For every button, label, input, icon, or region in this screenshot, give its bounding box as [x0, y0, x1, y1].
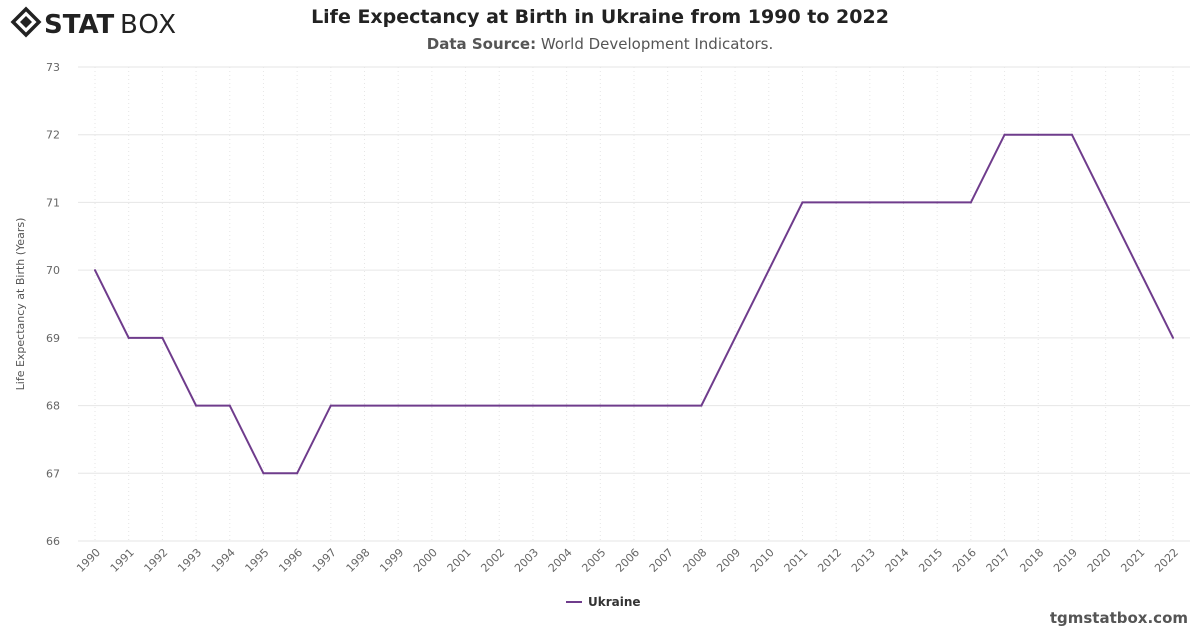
- x-tick-label: 2000: [411, 546, 440, 575]
- x-tick-label: 2019: [1051, 546, 1080, 575]
- y-tick-label: 69: [46, 332, 60, 345]
- svg-text:BOX: BOX: [120, 10, 176, 38]
- statbox-logo: STAT BOX: [10, 6, 176, 38]
- x-tick-label: 1996: [276, 546, 305, 575]
- x-tick-label: 2010: [748, 546, 777, 575]
- data-point: [1104, 201, 1107, 204]
- x-tick-label: 2013: [849, 546, 878, 575]
- chart-title: Life Expectancy at Birth in Ukraine from…: [311, 6, 889, 28]
- x-tick-label: 2015: [916, 546, 945, 575]
- data-point: [868, 201, 871, 204]
- x-tick-label: 1999: [377, 546, 406, 575]
- x-tick-label: 1997: [310, 546, 339, 575]
- data-point: [969, 201, 972, 204]
- data-point: [767, 269, 770, 272]
- svg-text:STAT: STAT: [44, 10, 115, 38]
- subtitle-value: World Development Indicators.: [540, 35, 774, 53]
- y-axis-label: Life Expectancy at Birth (Years): [14, 218, 27, 391]
- x-tick-label: 2018: [1017, 546, 1046, 575]
- data-point: [565, 404, 568, 407]
- x-tick-label: 2007: [647, 546, 676, 575]
- x-tick-label: 1998: [344, 546, 373, 575]
- x-tick-label: 2005: [579, 546, 608, 575]
- x-tick-label: 2016: [950, 546, 979, 575]
- x-tick-label: 2006: [613, 546, 642, 575]
- x-tick-label: 1992: [142, 546, 171, 575]
- chart-subtitle: Data Source: World Development Indicator…: [0, 35, 1200, 53]
- x-tick-label: 2011: [782, 546, 811, 575]
- x-tick-label: 2008: [681, 546, 710, 575]
- data-point: [1003, 133, 1006, 136]
- x-tick-label: 1990: [74, 546, 103, 575]
- data-point: [228, 404, 231, 407]
- x-tick-label: 1995: [243, 546, 272, 575]
- x-tick-label: 2004: [546, 546, 575, 575]
- y-tick-label: 72: [46, 129, 60, 142]
- x-tick-label: 1993: [175, 546, 204, 575]
- x-tick-label: 2009: [714, 546, 743, 575]
- data-point: [633, 404, 635, 407]
- x-tick-label: 2020: [1085, 546, 1114, 575]
- x-tick-label: 2022: [1152, 546, 1181, 575]
- data-point: [262, 472, 265, 475]
- data-point: [599, 404, 602, 407]
- data-point: [700, 404, 703, 407]
- data-point: [734, 336, 737, 339]
- y-tick-label: 71: [46, 196, 60, 209]
- x-tick-label: 2002: [478, 546, 507, 575]
- data-point: [329, 404, 332, 407]
- data-point: [1138, 269, 1141, 272]
- data-point: [902, 201, 905, 204]
- y-tick-label: 67: [46, 467, 60, 480]
- subtitle-label: Data Source:: [426, 35, 537, 53]
- data-point: [1037, 133, 1040, 136]
- x-tick-label: 2021: [1118, 546, 1147, 575]
- x-tick-label: 2001: [445, 546, 474, 575]
- x-tick-label: 2017: [984, 546, 1013, 575]
- data-point: [161, 336, 164, 339]
- data-point: [835, 201, 838, 204]
- x-tick-label: 2003: [512, 546, 541, 575]
- data-point: [127, 336, 130, 339]
- data-point: [195, 404, 198, 407]
- legend-swatch: [566, 601, 582, 603]
- x-tick-label: 1991: [108, 546, 137, 575]
- y-tick-label: 73: [46, 61, 60, 74]
- y-tick-label: 68: [46, 400, 60, 413]
- data-point: [531, 404, 534, 407]
- data-point: [397, 404, 400, 407]
- data-point: [430, 404, 433, 407]
- legend-item-ukraine[interactable]: Ukraine: [566, 595, 641, 609]
- data-point: [801, 201, 804, 204]
- data-point: [498, 404, 501, 407]
- data-point: [936, 201, 939, 204]
- x-tick-label: 2012: [815, 546, 844, 575]
- data-point: [296, 472, 299, 475]
- data-point: [666, 404, 669, 407]
- x-tick-label: 2014: [883, 546, 912, 575]
- data-point: [1172, 336, 1174, 339]
- data-point: [363, 404, 366, 407]
- x-tick-label: 1994: [209, 546, 238, 575]
- y-tick-label: 66: [46, 535, 60, 548]
- data-point: [94, 269, 96, 272]
- legend-label: Ukraine: [588, 595, 641, 609]
- data-point: [464, 404, 467, 407]
- y-tick-label: 70: [46, 264, 60, 277]
- data-point: [1070, 133, 1073, 136]
- credit: tgmstatbox.com: [1049, 609, 1188, 627]
